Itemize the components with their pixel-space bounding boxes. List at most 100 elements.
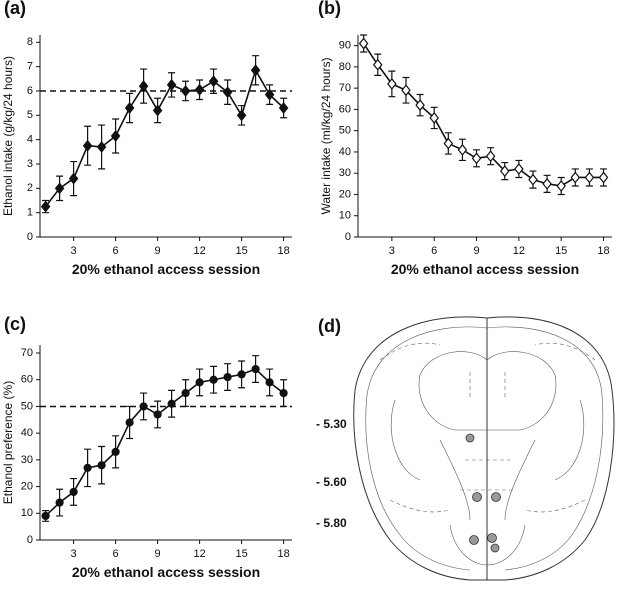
x-tick-label: 12: [193, 548, 205, 560]
series-line: [362, 43, 604, 187]
marker: [181, 388, 190, 398]
structure: [390, 399, 585, 566]
y-tick-label: 50: [339, 125, 351, 137]
y-tick-label: 1: [27, 207, 33, 219]
x-tick-label: 6: [113, 548, 119, 560]
x-axis-label: 20% ethanol access session: [72, 261, 260, 277]
marker: [55, 498, 64, 507]
marker: [209, 375, 218, 384]
marker: [223, 372, 232, 382]
y-axis-label: Water intake (ml/kg/24 hours): [319, 58, 333, 215]
marker: [542, 177, 552, 190]
x-tick-label: 18: [277, 548, 289, 560]
marker: [222, 86, 233, 99]
panel-label: (a): [4, 0, 26, 18]
marker: [124, 102, 135, 114]
y-tick-label: 40: [21, 427, 33, 439]
y-tick-label: 5: [27, 109, 33, 121]
marker: [556, 180, 566, 192]
y-tick-label: 2: [27, 182, 33, 194]
y-tick-label: 20: [339, 188, 351, 200]
marker: [570, 171, 581, 184]
series-line: [45, 368, 285, 517]
marker: [514, 162, 524, 175]
marker: [372, 58, 383, 71]
marker: [40, 200, 51, 213]
marker: [152, 104, 163, 117]
x-tick-label: 3: [71, 548, 77, 560]
marker: [82, 139, 93, 152]
marker: [111, 447, 120, 456]
level-label: - 5.30: [316, 417, 347, 431]
y-tick-label: 6: [27, 85, 33, 97]
marker: [429, 111, 439, 124]
y-tick-label: 70: [21, 347, 33, 359]
y-tick-label: 10: [339, 210, 351, 222]
marker: [194, 83, 205, 96]
panel-label: (d): [318, 316, 341, 336]
marker: [139, 402, 148, 411]
x-axis-label: 20% ethanol access session: [72, 564, 260, 580]
series-line: [44, 68, 285, 208]
marker: [443, 137, 454, 150]
level-label: - 5.60: [316, 475, 347, 489]
y-tick-label: 30: [339, 167, 351, 179]
marker: [167, 399, 176, 408]
x-tick-label: 9: [155, 245, 161, 257]
marker: [125, 418, 134, 427]
marker: [54, 182, 65, 195]
marker: [97, 461, 106, 470]
marker: [110, 130, 121, 142]
marker: [387, 77, 397, 90]
marker: [251, 364, 260, 374]
marker: [264, 88, 275, 101]
x-tick-label: 15: [235, 245, 247, 257]
y-tick-label: 70: [339, 82, 351, 94]
y-tick-label: 4: [27, 134, 33, 146]
x-tick-label: 15: [555, 245, 567, 257]
y-tick-label: 40: [339, 146, 351, 158]
hippocampus: [418, 351, 557, 431]
x-tick-label: 3: [71, 245, 77, 257]
marker: [180, 85, 191, 97]
marker: [528, 173, 538, 186]
brain-outline: [353, 316, 615, 581]
y-tick-label: 0: [27, 534, 33, 546]
y-tick-label: 80: [339, 61, 351, 73]
brain-diagram: (d) - 5.30 - 5.60 - 5.80: [316, 316, 615, 581]
marker: [153, 410, 162, 419]
marker: [401, 84, 411, 97]
x-tick-label: 15: [235, 548, 247, 560]
cortex-line: [365, 326, 604, 571]
marker: [457, 143, 468, 156]
marker: [237, 370, 246, 379]
marker: [96, 140, 107, 153]
y-tick-label: 10: [21, 507, 33, 519]
structure: [379, 342, 596, 513]
y-tick-label: 60: [339, 103, 351, 115]
y-tick-label: 30: [21, 454, 33, 466]
marker: [195, 378, 204, 387]
x-axis-label: 20% ethanol access session: [391, 261, 579, 277]
x-tick-label: 9: [473, 245, 479, 257]
marker: [485, 150, 496, 163]
marker: [69, 487, 78, 497]
marker: [68, 172, 79, 185]
panel-label: (b): [318, 0, 341, 18]
x-tick-label: 9: [155, 548, 161, 560]
panel-label: (c): [4, 314, 26, 334]
y-tick-label: 20: [21, 480, 33, 492]
y-tick-label: 50: [21, 400, 33, 412]
marker: [41, 511, 50, 521]
marker: [358, 37, 369, 50]
level-label: - 5.80: [316, 516, 347, 530]
y-tick-label: 60: [21, 374, 33, 386]
x-tick-label: 18: [597, 245, 609, 257]
y-tick-label: 0: [27, 231, 33, 243]
x-tick-label: 6: [431, 245, 437, 257]
marker: [415, 99, 425, 112]
marker: [471, 152, 482, 165]
marker: [236, 109, 247, 122]
marker: [279, 388, 288, 398]
